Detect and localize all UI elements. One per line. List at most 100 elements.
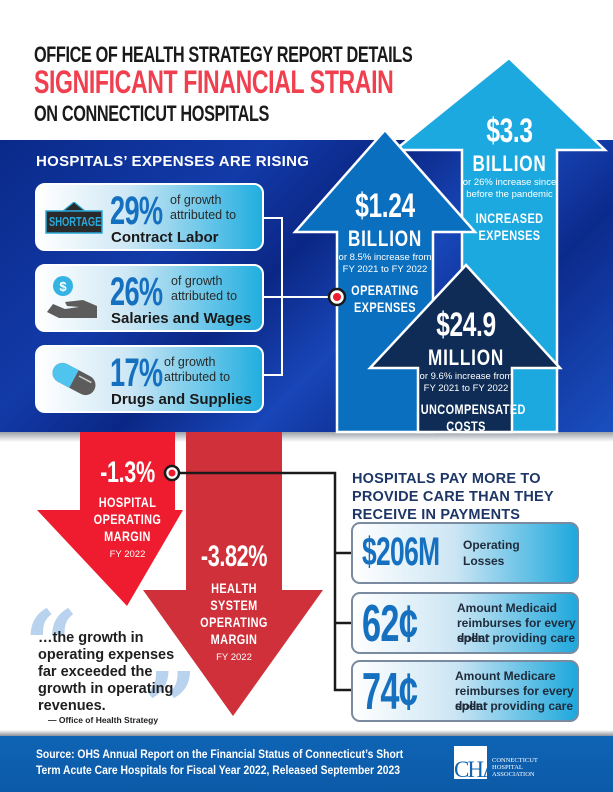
payment-desc: spent providing care [455, 699, 574, 713]
system-margin-label: MARGIN [210, 631, 258, 647]
svg-text:$: $ [59, 279, 67, 294]
increased-value: $3.3 [486, 112, 533, 150]
uncompensated-value: $24.9 [436, 306, 496, 344]
operating-value: $1.24 [355, 187, 415, 225]
system-margin-value: -3.82% [200, 540, 268, 573]
expense-desc: of growth [170, 193, 222, 207]
uncompensated-sub: FY 2021 to FY 2022 [423, 383, 509, 394]
payment-value: $206M [362, 530, 440, 574]
operating-sub: or 8.5% increase from [338, 252, 432, 263]
uncompensated-costs-text: $24.9 MILLION or 9.6% increase from FY 2… [408, 306, 526, 435]
title-line-3: ON CONNECTICUT HOSPITALS [34, 101, 270, 126]
hospital-margin-value: -1.3% [100, 456, 155, 489]
cha-name-line: ASSOCIATION [492, 771, 535, 778]
expense-desc: attributed to [164, 370, 231, 384]
title-line-2: SIGNIFICANT FINANCIAL STRAIN [34, 64, 394, 100]
payment-desc: Losses [463, 554, 505, 568]
expense-card-contract-labor: SHORTAGE 29% of growth attributed to Con… [35, 183, 264, 251]
source-line: Term Acute Care Hospitals for Fiscal Yea… [36, 765, 400, 777]
hospital-margin-year: FY 2022 [109, 549, 146, 560]
expense-category: Drugs and Supplies [111, 391, 252, 408]
payment-desc: reimburses for every dollar [457, 616, 576, 645]
expense-category: Salaries and Wages [111, 310, 252, 327]
cha-logo [454, 746, 487, 779]
increased-label: EXPENSES [478, 227, 541, 243]
shortage-sign-icon: SHORTAGE [45, 201, 103, 236]
increased-sub: or 26% increase since [462, 177, 557, 188]
expense-pct: 26% [110, 270, 163, 314]
payment-value: 74¢ [362, 663, 418, 721]
hospital-margin-label: MARGIN [104, 528, 151, 544]
expense-card-salaries: $ 26% of growth attributed to Salaries a… [35, 264, 264, 332]
payment-desc: spent providing care [457, 631, 576, 645]
operating-expenses-text: $1.24 BILLION or 8.5% increase from FY 2… [327, 187, 443, 316]
operating-unit: BILLION [347, 226, 423, 251]
system-margin-year: FY 2022 [216, 652, 252, 663]
quote-line: revenues. [38, 698, 106, 714]
increased-sub: before the pandemic [466, 189, 553, 200]
payment-desc: Operating [463, 538, 520, 552]
hospital-margin-text: -1.3% HOSPITAL OPERATING MARGIN FY 2022 [80, 456, 175, 561]
cha-logo-letters: CHA [454, 757, 499, 782]
payments-heading: HOSPITALS PAY MORE TO PROVIDE CARE THAN … [352, 470, 554, 524]
payment-card-medicaid: 62¢ Amount Medicaid reimburses for every… [351, 592, 579, 654]
payment-card-medicare: 74¢ Amount Medicare reimburses for every… [351, 660, 579, 722]
source-citation: Source: OHS Annual Report on the Financi… [36, 747, 403, 779]
hand-dollar-icon: $ [45, 274, 101, 324]
operating-sub: FY 2021 to FY 2022 [342, 264, 428, 275]
payments-heading-line: RECEIVE IN PAYMENTS [352, 507, 521, 523]
expense-card-drugs: 17% of growth attributed to Drugs and Su… [35, 345, 264, 413]
uncompensated-sub: or 9.6% increase from [419, 371, 513, 382]
pill-icon [47, 361, 101, 397]
expense-desc: of growth [171, 274, 223, 288]
uncompensated-label: UNCOMPENSATED [420, 401, 526, 417]
increased-label: INCREASED [475, 210, 544, 226]
uncompensated-label: COSTS [446, 418, 486, 434]
operating-label: OPERATING [351, 282, 419, 298]
quote-line: far exceeded the [38, 664, 153, 680]
payments-heading-line: HOSPITALS PAY MORE TO [352, 471, 541, 487]
payment-value: 62¢ [362, 595, 418, 653]
uncompensated-unit: MILLION [427, 345, 505, 370]
system-margin-text: -3.82% HEALTH SYSTEM OPERATING MARGIN FY… [186, 540, 282, 664]
cards-connector [264, 217, 335, 376]
title-line-1: OFFICE OF HEALTH STRATEGY REPORT DETAILS [34, 42, 413, 67]
expenses-heading: HOSPITALS’ EXPENSES ARE RISING [36, 153, 310, 170]
uncompensated-costs-arrow [367, 263, 563, 434]
system-margin-label: SYSTEM [210, 597, 258, 613]
band-shadow [0, 432, 613, 442]
cha-name-line: CONNECTICUT [492, 757, 538, 764]
payment-card-operating-losses: $206M Operating Losses [351, 522, 579, 584]
expense-pct: 17% [110, 351, 163, 395]
payment-desc: reimburses for every dollar [455, 684, 574, 713]
operating-label: EXPENSES [353, 299, 416, 315]
increased-unit: BILLION [472, 151, 547, 176]
footer [0, 736, 613, 792]
increased-expenses-text: $3.3 BILLION or 26% increase since befor… [462, 112, 557, 244]
payments-heading-line: PROVIDE CARE THAN THEY [352, 489, 554, 505]
quote-text: …the growth in operating expenses far ex… [38, 630, 174, 715]
system-margin-label: OPERATING [200, 614, 268, 630]
expense-desc: attributed to [170, 208, 237, 222]
payment-desc: Amount Medicaid [457, 601, 558, 615]
quote-line: …the growth in [38, 630, 144, 646]
hospital-margin-arrow [37, 432, 183, 606]
open-quote-icon: “ [24, 590, 79, 701]
payments-connector [178, 471, 351, 692]
quote-line: growth in operating [38, 681, 174, 697]
expense-pct: 29% [110, 189, 163, 233]
health-system-margin-arrow [143, 432, 323, 716]
footer-shadow [0, 730, 613, 736]
hospital-margin-label: HOSPITAL [98, 494, 157, 510]
expense-desc: of growth [164, 355, 216, 369]
source-line: Source: OHS Annual Report on the Financi… [36, 749, 404, 761]
quote-line: operating expenses [38, 647, 175, 663]
quote-attribution: — Office of Health Strategy [48, 715, 159, 725]
cha-name-line: HOSPITAL [492, 764, 523, 771]
hospital-margin-label: OPERATING [93, 511, 162, 527]
expense-desc: attributed to [171, 289, 238, 303]
expense-category: Contract Labor [111, 229, 219, 246]
system-margin-label: HEALTH [211, 580, 257, 596]
payment-desc: Amount Medicare [455, 669, 556, 683]
